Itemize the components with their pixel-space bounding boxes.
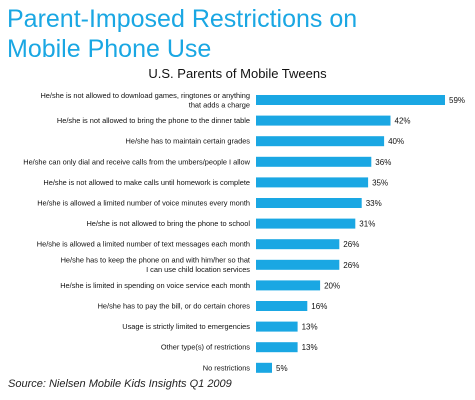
category-label-line: He/she has to pay the bill, or do certai… bbox=[98, 302, 251, 311]
category-label: He/she is allowed a limited number of te… bbox=[37, 240, 250, 249]
bar bbox=[256, 115, 391, 126]
category-label-line: No restrictions bbox=[203, 363, 251, 372]
value-label: 26% bbox=[343, 261, 359, 270]
value-label: 36% bbox=[375, 158, 391, 167]
category-label: No restrictions bbox=[203, 363, 251, 372]
category-label-line: He/she is not allowed to bring the phone… bbox=[57, 116, 250, 125]
value-label: 20% bbox=[324, 281, 340, 290]
category-label: He/she is not allowed to bring the phone… bbox=[86, 219, 250, 228]
chart-subtitle: U.S. Parents of Mobile Tweens bbox=[148, 66, 327, 81]
category-label-line: He/she is allowed a limited number of te… bbox=[37, 240, 250, 249]
bar bbox=[256, 362, 272, 373]
category-label: He/she is not allowed to download games,… bbox=[40, 91, 250, 110]
category-label: He/she has to keep the phone on and with… bbox=[61, 256, 251, 275]
bar bbox=[256, 177, 369, 188]
category-label: He/she is not allowed to bring the phone… bbox=[57, 116, 250, 125]
value-label: 59% bbox=[449, 96, 465, 105]
bar bbox=[256, 280, 321, 291]
bar bbox=[256, 342, 298, 353]
category-label-line: He/she is not allowed to bring the phone… bbox=[86, 219, 250, 228]
category-label-line: He/she can only dial and receive calls f… bbox=[23, 157, 250, 166]
category-label: He/she can only dial and receive calls f… bbox=[23, 157, 250, 166]
bar bbox=[256, 301, 308, 311]
value-label: 13% bbox=[302, 323, 318, 332]
category-label: He/she has to maintain certain grades bbox=[126, 137, 251, 146]
category-label-line: He/she is allowed a limited number of vo… bbox=[37, 199, 250, 208]
value-label: 16% bbox=[311, 302, 327, 311]
chart-title: Parent-Imposed Restrictions on Mobile Ph… bbox=[7, 4, 467, 64]
category-label: He/she has to pay the bill, or do certai… bbox=[98, 302, 251, 311]
chart-title-line-1: Parent-Imposed Restrictions on bbox=[7, 5, 358, 33]
category-label-line: He/she is not allowed to make calls unti… bbox=[43, 178, 250, 187]
chart-title-line-2: Mobile Phone Use bbox=[7, 35, 212, 63]
value-label: 33% bbox=[366, 199, 382, 208]
value-label: 5% bbox=[276, 364, 288, 373]
category-label-line: I can use child location services bbox=[146, 265, 250, 274]
category-label: Usage is strictly limited to emergencies bbox=[122, 322, 250, 331]
category-label-line: He/she is not allowed to download games,… bbox=[40, 91, 250, 100]
bar bbox=[256, 321, 298, 332]
bar bbox=[256, 198, 362, 208]
value-label: 35% bbox=[372, 178, 388, 187]
category-label-line: Other type(s) of restrictions bbox=[161, 343, 250, 352]
category-label: Other type(s) of restrictions bbox=[161, 343, 250, 352]
category-label-line: Usage is strictly limited to emergencies bbox=[122, 322, 250, 331]
category-label-line: He/she is limited in spending on voice s… bbox=[60, 281, 250, 290]
value-label: 26% bbox=[343, 240, 359, 249]
value-label: 13% bbox=[302, 343, 318, 352]
bar bbox=[256, 239, 340, 250]
value-label: 31% bbox=[359, 220, 375, 229]
value-label: 42% bbox=[395, 117, 411, 126]
bar bbox=[256, 259, 340, 270]
category-label: He/she is limited in spending on voice s… bbox=[60, 281, 250, 290]
source-note: Source: Nielsen Mobile Kids Insights Q1 … bbox=[8, 378, 232, 390]
category-label-line: that adds a charge bbox=[189, 100, 250, 109]
bar bbox=[256, 136, 385, 147]
category-label-line: He/she has to maintain certain grades bbox=[126, 137, 251, 146]
category-label: He/she is allowed a limited number of vo… bbox=[37, 199, 250, 208]
bar bbox=[256, 95, 445, 105]
value-label: 40% bbox=[388, 137, 404, 146]
category-label: He/she is not allowed to make calls unti… bbox=[43, 178, 250, 187]
bar bbox=[256, 218, 356, 229]
bar bbox=[256, 156, 372, 167]
category-label-line: He/she has to keep the phone on and with… bbox=[61, 256, 250, 265]
